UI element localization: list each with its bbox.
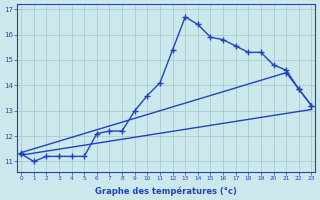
X-axis label: Graphe des températures (°c): Graphe des températures (°c) [95,186,237,196]
